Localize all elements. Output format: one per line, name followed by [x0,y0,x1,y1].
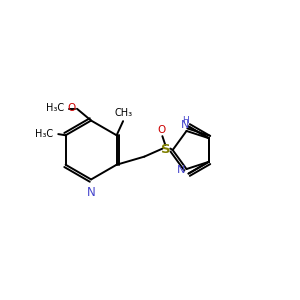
Text: O: O [68,103,76,113]
Text: CH₃: CH₃ [114,108,132,118]
Text: O: O [158,125,166,135]
Text: N: N [87,186,95,199]
Text: H: H [182,116,188,125]
Text: H₃C: H₃C [35,129,53,139]
Text: H₃C: H₃C [46,103,64,113]
Text: N: N [181,120,189,130]
Text: S: S [161,142,171,156]
Text: N: N [177,165,185,175]
